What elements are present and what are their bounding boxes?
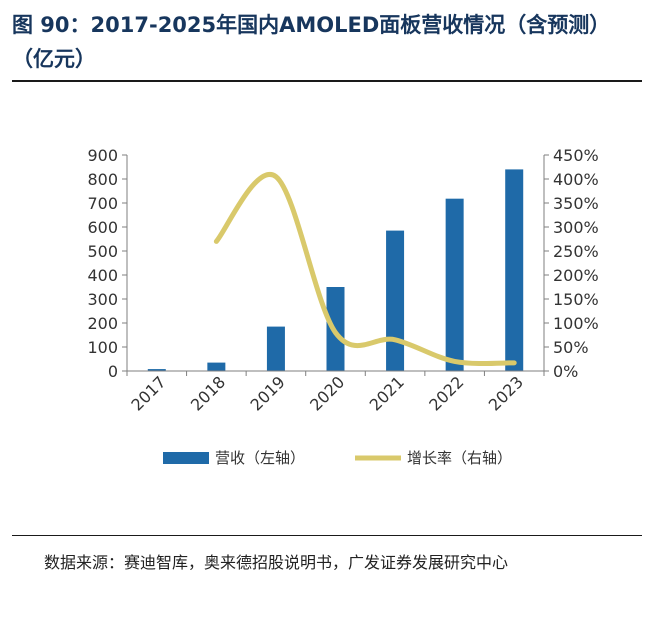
x-tick-label: 2023 xyxy=(485,372,527,414)
bar-2019 xyxy=(266,326,285,371)
x-tick-label: 2018 xyxy=(187,372,229,414)
left-tick-label: 600 xyxy=(87,218,118,237)
figure-title: 图 90：2017-2025年国内AMOLED面板营收情况（含预测）（亿元） xyxy=(12,13,611,71)
right-tick-label: 50% xyxy=(553,338,589,357)
right-tick-label: 100% xyxy=(553,314,599,333)
left-tick-label: 900 xyxy=(87,146,118,165)
left-tick-label: 200 xyxy=(87,314,118,333)
source-note: 数据来源：赛迪智库，奥来德招股说明书，广发证券发展研究中心 xyxy=(44,553,509,572)
right-tick-label: 400% xyxy=(553,170,599,189)
right-tick-label: 450% xyxy=(553,146,599,165)
right-axis-ticks: 0% 50% 100% 150% 200% 250% 300% 350% 400% 450% xyxy=(544,146,599,381)
bar-2017 xyxy=(147,369,166,371)
bar-2021 xyxy=(386,230,405,371)
x-tick-label: 2020 xyxy=(306,372,348,414)
left-tick-label: 300 xyxy=(87,290,118,309)
left-tick-label: 700 xyxy=(87,194,118,213)
right-tick-label: 0% xyxy=(553,362,578,381)
x-tick-label: 2021 xyxy=(366,372,408,414)
bar-2023 xyxy=(505,169,524,371)
right-tick-label: 350% xyxy=(553,194,599,213)
right-tick-label: 200% xyxy=(553,266,599,285)
legend-bar-swatch xyxy=(163,452,209,464)
bars-layer xyxy=(147,169,524,371)
x-tick-label: 2019 xyxy=(247,372,289,414)
legend-line-label: 增长率（右轴） xyxy=(407,449,512,467)
left-axis-ticks: 0 100 200 300 400 500 600 700 800 900 xyxy=(87,146,127,381)
source-divider xyxy=(12,535,642,536)
x-axis-ticks: 2017 2018 2019 2020 2021 2022 2023 xyxy=(126,371,545,415)
right-tick-label: 250% xyxy=(553,242,599,261)
left-tick-label: 100 xyxy=(87,338,118,357)
bar-2022 xyxy=(445,198,464,371)
right-tick-label: 300% xyxy=(553,218,599,237)
left-tick-label: 400 xyxy=(87,266,118,285)
bar-2018 xyxy=(207,362,226,371)
growth-line xyxy=(213,172,517,366)
right-tick-label: 150% xyxy=(553,290,599,309)
title-divider xyxy=(12,80,642,82)
left-tick-label: 800 xyxy=(87,170,118,189)
left-tick-label: 500 xyxy=(87,242,118,261)
legend-bar-label: 营收（左轴） xyxy=(215,449,305,467)
x-tick-label: 2022 xyxy=(425,372,467,414)
x-tick-label: 2017 xyxy=(127,372,169,414)
left-tick-label: 0 xyxy=(108,362,118,381)
